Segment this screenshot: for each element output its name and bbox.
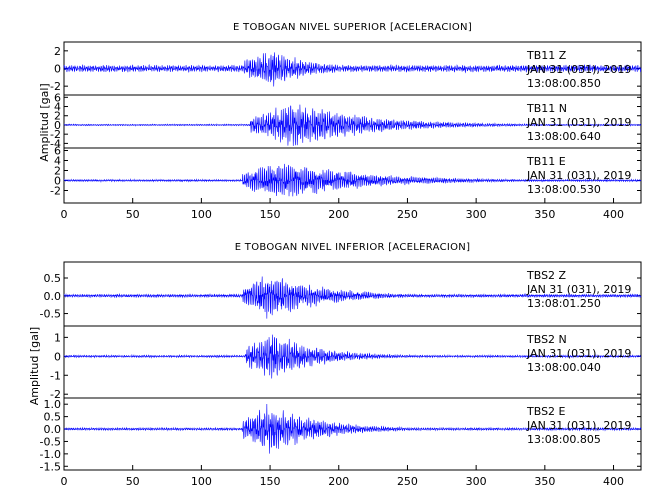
y-tick-label: 2	[54, 110, 61, 123]
x-tick-label: 350	[534, 208, 555, 221]
y-tick-label: 0	[54, 63, 61, 76]
y-tick-label: 0	[54, 119, 61, 132]
trace-time-label: 13:08:00.040	[527, 361, 601, 374]
x-tick-label: 250	[397, 208, 418, 221]
y-tick-label: 0.0	[44, 290, 62, 303]
trace-frame-tb11-e	[63, 147, 642, 204]
trace-frame-tbs2-e	[63, 397, 642, 471]
waveform-tb11-n	[63, 104, 642, 146]
waveform-tbs2-e	[63, 404, 642, 454]
y-tick-label: -1.0	[40, 448, 61, 461]
trace-station-label: TBS2 Z	[526, 269, 567, 282]
panel-0-y-axis-label: Amplitud [gal]	[38, 83, 51, 161]
trace-date-label: JAN 31 (031), 2019	[526, 116, 631, 129]
x-tick-label: 100	[191, 475, 212, 488]
y-tick-label: 0.0	[44, 423, 62, 436]
panel-0-title: E TOBOGAN NIVEL SUPERIOR [ACELERACION]	[233, 22, 472, 33]
y-tick-label: 1.0	[44, 398, 62, 411]
x-tick-label: 50	[126, 475, 140, 488]
x-tick-label: 350	[534, 475, 555, 488]
trace-time-label: 13:08:00.805	[527, 433, 601, 446]
y-tick-label: 4	[54, 155, 61, 168]
waveform-tbs2-n	[63, 334, 642, 379]
y-tick-label: 2	[54, 45, 61, 58]
x-tick-label: 150	[260, 208, 281, 221]
trace-time-label: 13:08:00.530	[527, 183, 601, 196]
trace-station-label: TBS2 N	[526, 333, 567, 346]
x-tick-label: 150	[260, 475, 281, 488]
y-tick-label: 6	[54, 145, 61, 158]
trace-station-label: TB11 Z	[526, 49, 567, 62]
x-tick-label: 0	[61, 208, 68, 221]
trace-date-label: JAN 31 (031), 2019	[526, 347, 631, 360]
trace-date-label: JAN 31 (031), 2019	[526, 419, 631, 432]
y-tick-label: -2	[50, 128, 61, 141]
trace-station-label: TB11 E	[526, 155, 566, 168]
y-tick-label: -2	[50, 388, 61, 401]
y-tick-label: 0.5	[44, 411, 62, 424]
trace-time-label: 13:08:01.250	[527, 297, 601, 310]
waveform-tbs2-z	[63, 276, 642, 319]
x-tick-label: 300	[466, 208, 487, 221]
trace-station-label: TBS2 E	[526, 405, 566, 418]
y-tick-label: -4	[50, 137, 61, 150]
trace-date-label: JAN 31 (031), 2019	[526, 63, 631, 76]
y-tick-label: 6	[54, 91, 61, 104]
x-tick-label: 400	[603, 475, 624, 488]
x-tick-label: 0	[61, 475, 68, 488]
x-tick-label: 200	[328, 475, 349, 488]
trace-station-label: TB11 N	[526, 102, 567, 115]
y-tick-label: -1	[50, 369, 61, 382]
y-tick-label: -2	[50, 80, 61, 93]
y-tick-label: 1	[54, 331, 61, 344]
y-tick-label: -1.5	[40, 460, 61, 473]
y-tick-label: -0.5	[40, 308, 61, 321]
x-tick-label: 50	[126, 208, 140, 221]
x-tick-label: 250	[397, 475, 418, 488]
trace-time-label: 13:08:00.640	[527, 130, 601, 143]
waveform-tb11-z	[63, 52, 642, 87]
x-tick-label: 300	[466, 475, 487, 488]
y-tick-label: 2	[54, 165, 61, 178]
panel-1-y-axis-label: Amplitud [gal]	[28, 327, 41, 405]
trace-date-label: JAN 31 (031), 2019	[526, 283, 631, 296]
waveform-tb11-e	[63, 163, 642, 197]
y-tick-label: 0	[54, 175, 61, 188]
x-tick-label: 100	[191, 208, 212, 221]
y-tick-label: -2	[50, 185, 61, 198]
x-tick-label: 400	[603, 208, 624, 221]
y-tick-label: 0.5	[44, 272, 62, 285]
panel-1-title: E TOBOGAN NIVEL INFERIOR [ACELERACION]	[235, 242, 471, 253]
trace-date-label: JAN 31 (031), 2019	[526, 169, 631, 182]
y-tick-label: 0	[54, 350, 61, 363]
y-tick-label: -0.5	[40, 435, 61, 448]
x-tick-label: 200	[328, 208, 349, 221]
y-tick-label: 4	[54, 101, 61, 114]
trace-time-label: 13:08:00.850	[527, 77, 601, 90]
